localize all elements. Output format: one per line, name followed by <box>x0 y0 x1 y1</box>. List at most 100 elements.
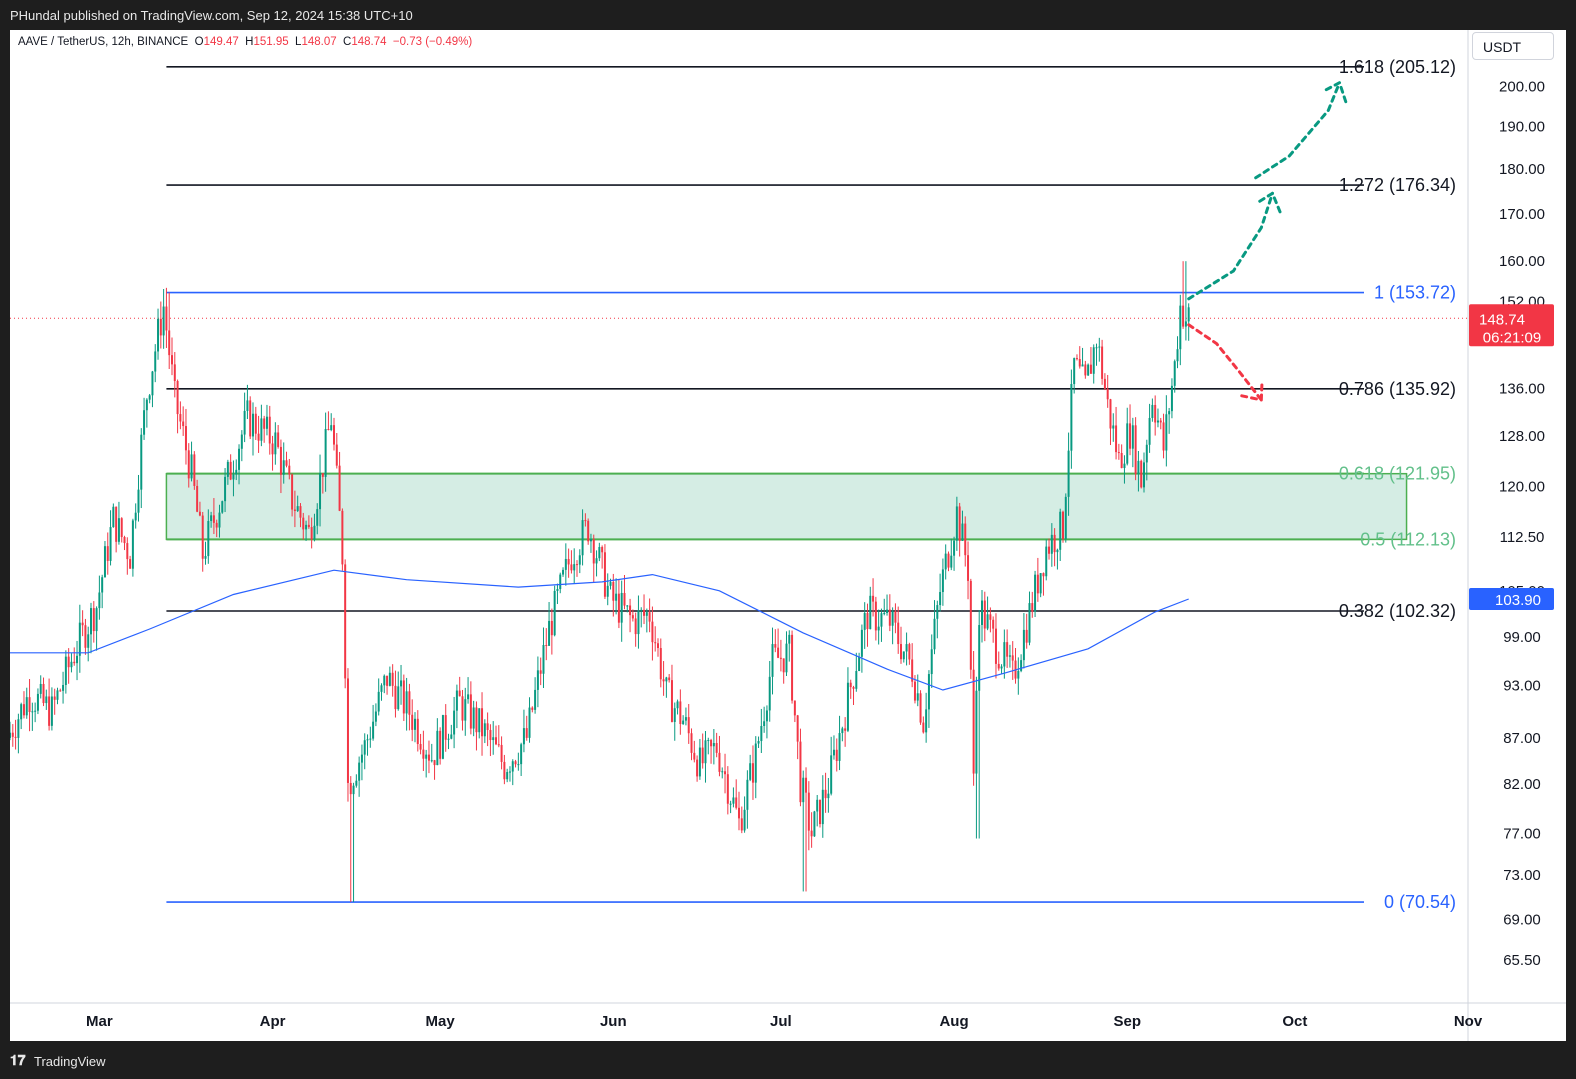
candle-body <box>986 614 989 629</box>
candle-body <box>391 672 394 686</box>
chart-svg[interactable]: 1.618 (205.12) 1.272 (176.34) 1 (153.72) 0.… <box>10 30 1566 1041</box>
candle-body <box>36 693 39 711</box>
candle-body <box>81 622 84 626</box>
candle-body <box>877 626 880 631</box>
candle-body <box>1059 511 1062 550</box>
candle-body <box>528 707 531 738</box>
candle-body <box>768 676 771 711</box>
candle-body <box>95 608 98 632</box>
candle-body <box>313 525 316 540</box>
candle-body <box>989 614 992 620</box>
candle-body <box>925 709 928 733</box>
candle-body <box>665 677 668 682</box>
candle-body <box>321 473 324 477</box>
candle-body <box>11 732 14 737</box>
candle-body <box>1062 511 1064 539</box>
y-tick-label: 82.00 <box>1503 776 1541 793</box>
candle-body <box>198 511 201 516</box>
candle-body <box>704 740 707 764</box>
candle-body <box>1048 546 1051 554</box>
candle-body <box>732 797 735 804</box>
candle-body <box>252 413 254 437</box>
candle-body <box>587 520 590 542</box>
y-tick-label: 93.00 <box>1503 678 1541 695</box>
candle-body <box>282 460 285 475</box>
candle-body <box>1173 361 1176 386</box>
currency-button[interactable]: USDT <box>1472 32 1554 60</box>
candle-body <box>1117 452 1120 454</box>
candle-body <box>841 728 844 734</box>
candle-body <box>363 740 366 755</box>
candle-body <box>992 619 995 629</box>
candle-body <box>886 609 889 613</box>
candle-body <box>1143 462 1145 488</box>
candle-body <box>265 416 268 429</box>
candle-body <box>888 609 891 626</box>
candle-body <box>1115 425 1118 453</box>
candle-body <box>511 761 514 772</box>
candle-body <box>545 645 548 647</box>
candle-body <box>229 461 232 480</box>
candle-body <box>997 663 1000 669</box>
candle-body <box>224 476 227 502</box>
candle-body <box>165 306 168 331</box>
candle-body <box>525 728 528 738</box>
candle-body <box>90 608 92 635</box>
candle-body <box>648 612 651 622</box>
candle-body <box>724 771 727 775</box>
y-tick-label: 200.00 <box>1499 79 1545 96</box>
candle-body <box>84 625 87 648</box>
candle-body <box>238 448 241 470</box>
chart-panel[interactable]: 1.618 (205.12) 1.272 (176.34) 1 (153.72) 0.… <box>10 30 1566 1041</box>
candle-body <box>570 564 573 571</box>
candle-body <box>849 682 852 688</box>
candle-body <box>333 425 335 445</box>
candle-body <box>374 711 377 722</box>
candle-body <box>187 450 190 479</box>
candle-body <box>1179 305 1182 350</box>
candle-body <box>168 330 171 356</box>
candle-body <box>193 454 196 486</box>
candle-body <box>159 318 162 336</box>
candle-body <box>179 414 182 422</box>
candle-body <box>791 634 794 701</box>
candle-body <box>707 740 710 742</box>
candle-body <box>307 524 310 528</box>
candle-body <box>1176 349 1179 362</box>
candle-body <box>774 644 777 648</box>
candle-body <box>643 609 646 616</box>
candle-body <box>140 434 143 490</box>
candle-body <box>1025 629 1028 643</box>
candle-body <box>1039 573 1042 594</box>
candle-body <box>279 446 282 475</box>
candle-body <box>679 701 682 725</box>
candle-body <box>182 421 185 427</box>
candle-body <box>981 600 983 625</box>
candle-body <box>637 610 640 635</box>
candle-body <box>405 691 408 714</box>
candle-body <box>589 539 592 542</box>
candle-body <box>492 737 495 741</box>
candle-body <box>455 690 458 711</box>
candle-body <box>1148 417 1151 445</box>
candle-body <box>143 410 146 435</box>
candle-body <box>911 659 914 682</box>
candle-body <box>210 515 213 522</box>
candle-body <box>662 679 665 682</box>
symbol-name: AAVE / TetherUS, 12h, BINANCE <box>18 36 189 48</box>
candle-body <box>969 580 972 670</box>
fib-label-0.5: 0.5 (112.13) <box>1360 529 1456 549</box>
candle-body <box>1120 452 1123 469</box>
symbol-info: AAVE / TetherUS, 12h, BINANCE O149.47 H1… <box>18 36 472 48</box>
candle-body <box>1140 460 1143 488</box>
candle-body <box>1020 660 1023 671</box>
candle-body <box>514 761 517 765</box>
candle-body <box>78 622 81 656</box>
candle-body <box>738 807 740 819</box>
last-price-label: 148.74 <box>1479 311 1525 328</box>
candle-body <box>176 381 179 415</box>
candle-body <box>204 556 207 559</box>
candle-body <box>1137 460 1140 475</box>
candle-body <box>453 710 456 735</box>
candle-body <box>243 410 246 435</box>
